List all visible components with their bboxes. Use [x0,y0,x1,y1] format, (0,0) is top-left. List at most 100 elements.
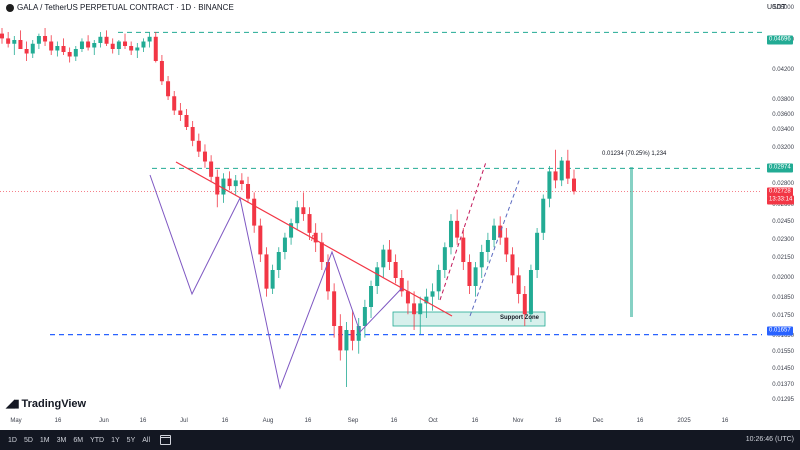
projection-up-1 [439,161,487,301]
candle-body [178,110,183,115]
candle-body [36,36,41,44]
candle-body [442,247,447,270]
candle-body [492,225,497,240]
time-tick: 16 [54,418,62,424]
candle-body [362,307,367,326]
candle-body [264,254,269,289]
range-5d-button[interactable]: 5D [23,436,33,444]
pattern-zigzag [149,174,403,390]
candle-body [239,180,244,184]
measure-annotation: 0.01234 (70.25%) 1,234 [602,151,667,157]
chart-area[interactable]: GALA / TetherUS PERPETUAL CONTRACT · 1D … [0,0,800,430]
range-3m-button[interactable]: 3M [56,436,67,444]
candle-body [92,43,97,48]
time-tick: Jul [180,418,188,424]
candle-body [221,178,226,195]
support-zone-box [392,311,546,327]
candle-body [541,198,546,233]
clock[interactable]: 10:26:46 (UTC) [745,436,794,443]
candle-body [535,232,540,270]
candle-body [313,232,318,243]
price-tick: 0.02800 [772,181,794,187]
range-ytd-button[interactable]: YTD [90,436,105,444]
candle-body [510,254,515,276]
range-1d-button[interactable]: 1D [8,436,17,444]
time-tick: 16 [721,418,729,424]
candle-body [246,184,251,199]
candle-body [387,249,392,262]
time-tick: 16 [554,418,562,424]
candle-body [547,171,552,199]
tradingview-logo[interactable]: ◢▮ TradingView [6,397,86,411]
time-tick: Sep [347,418,359,424]
time-tick: May [10,418,22,424]
candle-body [461,237,466,262]
candle-body [393,262,398,278]
price-tick: 0.02000 [772,275,794,281]
candle-body [467,262,472,286]
price-tick: 0.02600 [772,202,794,208]
candle-body [295,207,300,224]
candle-body [110,43,115,49]
price-tick: 0.05000 [772,5,794,11]
candle-body [233,180,238,187]
price-tick: 0.04200 [772,67,794,73]
candle-body [559,160,564,181]
candle-body [473,267,478,286]
candle-body [172,96,177,111]
candle-body [123,41,128,46]
candle-body [49,41,54,51]
resistance-trendline [175,161,453,317]
time-axis[interactable]: May 16 Jun 16 Jul 16 Aug 16 Sep 16 Oct 16 Nov 16 Dec 16… [0,414,762,430]
candle-body [344,330,349,351]
range-1y-button[interactable]: 1Y [111,436,120,444]
candle-body [270,270,275,289]
range-6m-button[interactable]: 6M [73,436,84,444]
candle-body [43,36,48,42]
symbol-title[interactable]: GALA / TetherUS PERPETUAL CONTRACT · 1D … [6,3,234,12]
candle-body [436,270,441,292]
currency-label[interactable]: USDT [766,4,786,11]
candle-body [104,36,109,44]
price-tick: 0.03400 [772,127,794,133]
candle-body [412,303,417,315]
price-tick: 0.01550 [772,349,794,355]
price-tick: 0.01370 [772,382,794,388]
candle-body [129,46,134,51]
candle-body [424,296,429,304]
candle-body [98,36,103,43]
price-tick: 0.02150 [772,255,794,261]
candle-body [369,286,374,307]
range-5y-button[interactable]: 5Y [126,436,136,444]
projection-up-2 [469,177,521,317]
candle-body [159,61,164,82]
candle-body [147,36,152,42]
price-tick: 0.01650 [772,333,794,339]
range-1m-button[interactable]: 1M [39,436,50,444]
candle-body [350,330,355,341]
candle-body [61,46,66,52]
price-tick: 0.01750 [772,313,794,319]
candle-body [307,214,312,233]
time-tick: 2025 [677,418,691,424]
candle-body [504,237,509,255]
calendar-icon[interactable] [160,435,172,445]
candle-body [282,237,287,252]
candle-body [209,161,214,177]
price-tick: 0.03600 [772,112,794,118]
range-all-button[interactable]: All [142,436,151,444]
price-axis[interactable]: 0.050000.046000.042000.038000.036000.034… [762,0,800,430]
candle-body [405,291,410,304]
price-chart[interactable] [0,0,762,414]
candle-body [553,171,558,181]
price-tick: 0.02450 [772,219,794,225]
candle-body [55,46,60,51]
candle-body [67,52,72,57]
candle-body [479,252,484,268]
candle-body [153,36,158,61]
candle-body [30,43,35,54]
candle-body [116,41,121,49]
time-tick: 16 [471,418,479,424]
resistance-label: R [311,234,317,243]
candle-body [6,38,11,44]
